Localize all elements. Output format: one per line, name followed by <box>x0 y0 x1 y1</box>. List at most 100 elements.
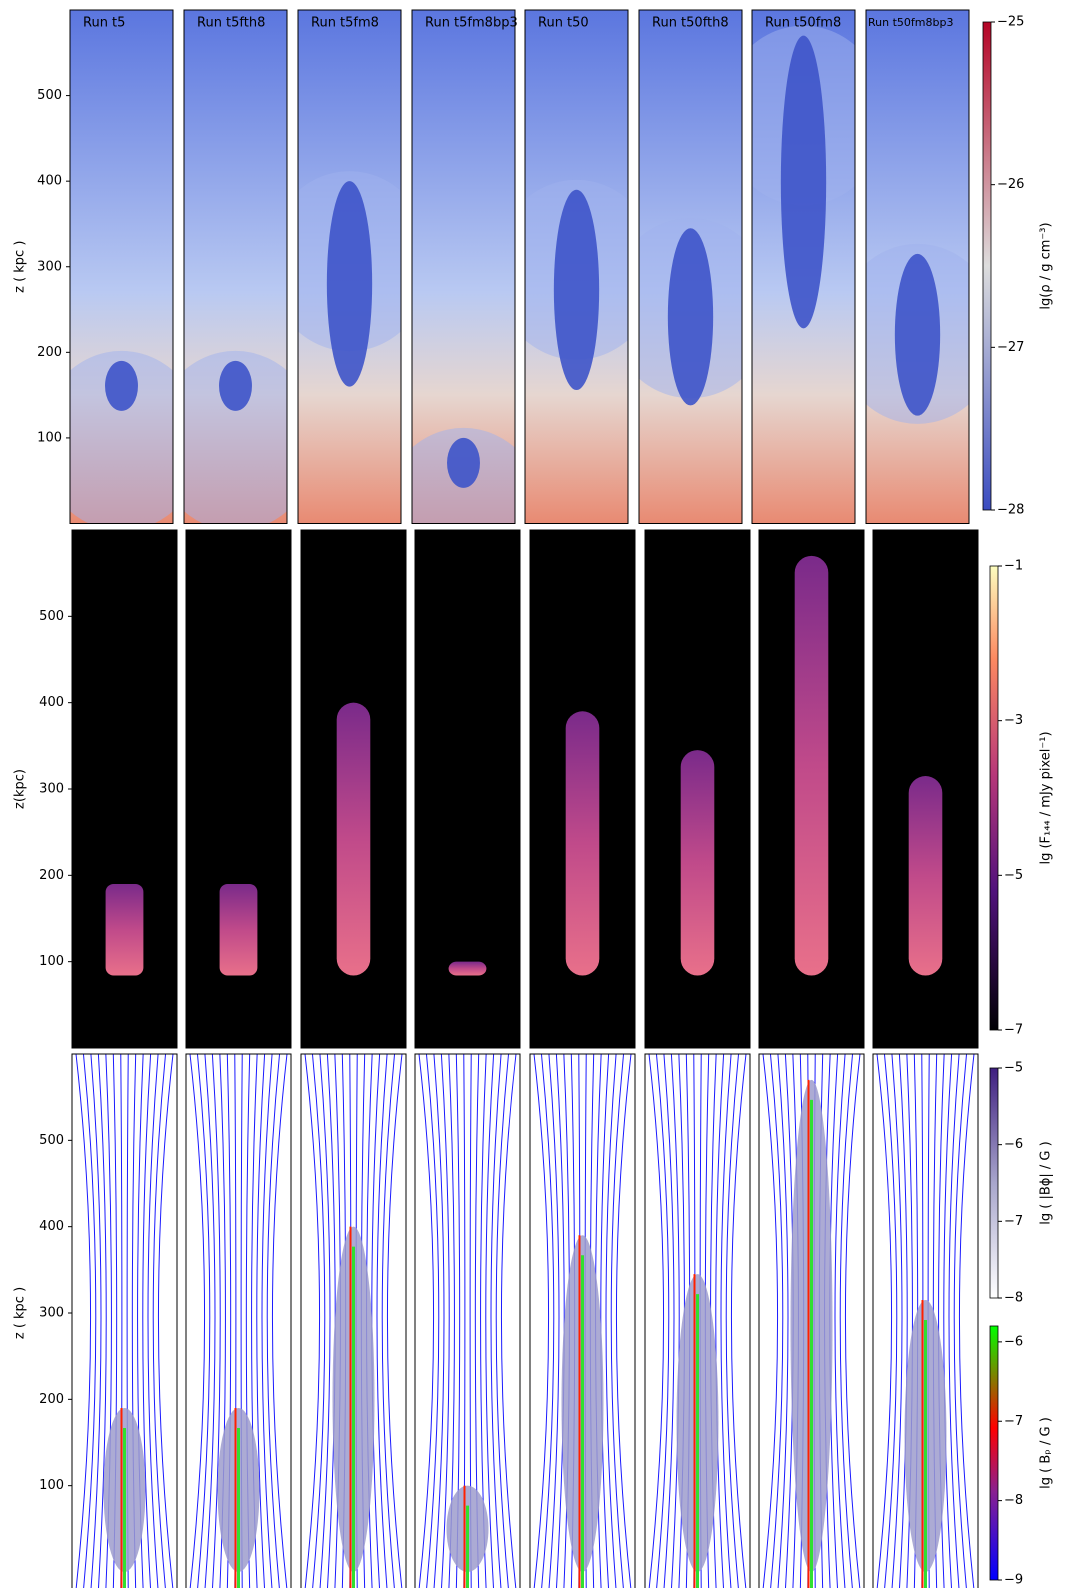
panel-frame <box>414 1053 521 1588</box>
colorbar-tick-label: −8 <box>1004 1291 1023 1306</box>
panel-frame <box>529 529 636 1049</box>
field-line <box>958 1054 975 1588</box>
panel-frame <box>865 9 970 524</box>
field-line <box>418 1054 435 1588</box>
field-line <box>425 1054 440 1588</box>
field-line <box>876 1054 893 1588</box>
field-line <box>725 1054 740 1588</box>
colorbar <box>989 565 999 1031</box>
field-line <box>948 1054 960 1588</box>
field-line <box>261 1054 273 1588</box>
panel-frame <box>644 1053 751 1588</box>
y-tick-label: 300 <box>39 782 64 797</box>
y-tick-label: 400 <box>37 174 62 189</box>
field-line <box>189 1054 206 1588</box>
colorbar-tick-label: −5 <box>1004 868 1023 883</box>
panel <box>415 1054 520 1588</box>
panel-frame <box>529 1053 636 1588</box>
field-line <box>495 1054 510 1588</box>
colorbar <box>989 1067 999 1299</box>
y-tick-label: 300 <box>37 259 62 274</box>
panel-frame <box>872 529 979 1049</box>
field-line <box>834 1054 846 1588</box>
panel <box>759 1054 864 1588</box>
field-line <box>75 1054 92 1588</box>
cocoon <box>219 360 252 411</box>
field-line <box>485 1054 495 1588</box>
field-line <box>548 1054 560 1588</box>
y-tick-label: 300 <box>39 1306 64 1321</box>
field-line <box>271 1054 288 1588</box>
field-line <box>615 1054 632 1588</box>
lobe <box>448 961 487 976</box>
field-line <box>82 1054 97 1588</box>
panel-frame <box>185 1053 292 1588</box>
field-line <box>256 1054 266 1588</box>
lobe <box>219 883 258 976</box>
field-line <box>715 1054 725 1588</box>
panel-frame <box>758 1053 865 1588</box>
y-tick-label: 200 <box>37 345 62 360</box>
panel <box>186 1054 291 1588</box>
panel-frame <box>751 9 856 524</box>
colorbar-label: lg ( Bₚ / G ) <box>1039 1417 1054 1489</box>
field-line <box>891 1054 903 1588</box>
field-line <box>311 1054 326 1588</box>
colorbar-tick-label: −28 <box>997 503 1024 518</box>
cocoon <box>780 35 827 329</box>
field-line <box>433 1054 445 1588</box>
panel <box>645 1054 750 1588</box>
panel-frame <box>758 529 865 1049</box>
panel-title: Run t5fm8bp3 <box>425 16 518 31</box>
cocoon <box>894 253 941 416</box>
panel <box>866 10 969 524</box>
y-tick-label: 100 <box>39 954 64 969</box>
cocoon <box>105 360 138 411</box>
panel <box>645 530 750 1048</box>
panel <box>873 1054 978 1588</box>
field-line <box>147 1054 159 1588</box>
field-line <box>898 1054 908 1588</box>
field-line <box>533 1054 550 1588</box>
field-line <box>90 1054 102 1588</box>
field-line <box>883 1054 898 1588</box>
panel <box>412 10 515 524</box>
field-line <box>720 1054 732 1588</box>
field-line <box>204 1054 216 1588</box>
colorbar-tick-label: −7 <box>1004 1023 1023 1038</box>
field-line <box>500 1054 517 1588</box>
panel <box>759 530 864 1048</box>
field-line <box>97 1054 107 1588</box>
field-line <box>381 1054 396 1588</box>
colorbar-tick-label: −3 <box>1004 713 1023 728</box>
field-line <box>376 1054 388 1588</box>
panel-frame <box>414 529 521 1049</box>
panel <box>70 10 173 524</box>
colorbar <box>982 21 992 511</box>
y-tick-label: 100 <box>37 430 62 445</box>
field-line <box>211 1054 221 1588</box>
field-line <box>943 1054 953 1588</box>
panel <box>184 10 287 524</box>
panel <box>415 530 520 1048</box>
colorbar-label: lg(ρ / g cm⁻³) <box>1039 222 1054 309</box>
y-tick-label: 400 <box>39 1219 64 1234</box>
field-line <box>777 1054 789 1588</box>
field-line <box>440 1054 450 1588</box>
field-line <box>152 1054 167 1588</box>
colorbar-tick-label: −5 <box>1004 1061 1023 1076</box>
field-line <box>386 1054 403 1588</box>
field-line <box>605 1054 617 1588</box>
colorbar-tick-label: −26 <box>997 177 1024 192</box>
colorbar-tick-label: −1 <box>1004 559 1023 574</box>
y-axis-label: z(kpc) <box>13 769 28 809</box>
panel <box>301 530 406 1048</box>
field-line <box>839 1054 854 1588</box>
colorbar-tick-label: −8 <box>1004 1493 1023 1508</box>
panel-frame <box>644 529 751 1049</box>
field-line <box>655 1054 670 1588</box>
y-tick-label: 500 <box>39 1133 64 1148</box>
y-tick-label: 400 <box>39 695 64 710</box>
panel-frame <box>183 9 288 524</box>
